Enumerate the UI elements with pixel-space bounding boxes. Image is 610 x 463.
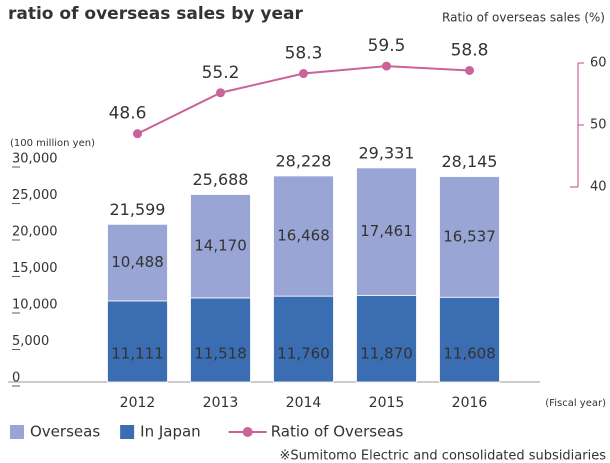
bar-segment <box>273 175 334 297</box>
bar-label: 11,111 <box>111 345 164 363</box>
y-tick-label: 5,000 <box>12 334 49 349</box>
y-tick-label: 15,000 <box>12 261 58 276</box>
ratio-point <box>465 65 474 75</box>
bar-label: 11,760 <box>277 345 330 363</box>
bar-segment <box>273 295 334 383</box>
y-tick-label: 30,000 <box>12 152 58 167</box>
y-axis-label: (100 million yen) <box>10 138 95 149</box>
bar-label: 16,468 <box>277 227 330 245</box>
x-tick-label: 2016 <box>452 395 488 411</box>
bar-label: 14,170 <box>194 237 247 255</box>
x-axis-label: (Fiscal year) <box>545 398 606 409</box>
bar-segment <box>356 167 417 296</box>
x-tick-label: 2015 <box>369 395 405 411</box>
y-tick-label: 25,000 <box>12 188 58 203</box>
ratio-point <box>299 69 308 79</box>
ratio-point <box>133 129 142 139</box>
footnote: ※Sumitomo Electric and consolidated subs… <box>279 449 606 463</box>
bar-segment <box>439 296 500 383</box>
bar-label: 11,870 <box>360 345 413 363</box>
y-tick-label: 20,000 <box>12 225 58 240</box>
y-tick-label: 0 <box>12 371 20 386</box>
legend-label: Ratio of Overseas <box>271 423 404 441</box>
bar-label: 11,608 <box>443 345 496 363</box>
y-tick-label: 10,000 <box>12 298 58 313</box>
ratio-point <box>382 61 391 71</box>
bar-segment <box>190 297 251 383</box>
bar-segment <box>356 294 417 383</box>
legend-label: In Japan <box>140 423 201 441</box>
ratio-label: 55.2 <box>202 63 240 83</box>
x-tick-label: 2014 <box>286 395 322 411</box>
bar-segment <box>190 194 251 299</box>
legend-label: Overseas <box>30 423 100 441</box>
total-label: 25,688 <box>193 170 249 189</box>
y2-axis-label: Ratio of overseas sales (%) <box>442 11 605 25</box>
y2-tick-label: 50 <box>590 118 607 133</box>
bar-segment <box>107 223 168 302</box>
bar-label: 10,488 <box>111 253 164 271</box>
chart-title: ratio of overseas sales by year <box>8 4 303 24</box>
y2-tick-label: 40 <box>590 180 607 195</box>
bar-label: 16,537 <box>443 227 496 245</box>
ratio-label: 59.5 <box>368 36 406 56</box>
bar-segment <box>439 176 500 298</box>
total-label: 28,145 <box>442 152 498 171</box>
ratio-label: 58.8 <box>451 40 489 60</box>
x-tick-label: 2013 <box>203 395 239 411</box>
y2-tick-label: 60 <box>590 56 607 71</box>
bar-label: 11,518 <box>194 345 247 363</box>
ratio-label: 58.3 <box>285 44 323 64</box>
bar-segment <box>107 300 168 383</box>
bar-label: 17,461 <box>360 222 413 240</box>
ratio-point <box>216 88 225 98</box>
legend-swatch <box>120 425 135 439</box>
x-tick-label: 2012 <box>120 395 156 411</box>
legend-swatch <box>10 425 24 439</box>
total-label: 29,331 <box>359 143 415 162</box>
ratio-label: 48.6 <box>109 104 147 124</box>
total-label: 28,228 <box>276 151 332 170</box>
total-label: 21,599 <box>110 200 166 219</box>
legend-marker <box>242 427 253 437</box>
